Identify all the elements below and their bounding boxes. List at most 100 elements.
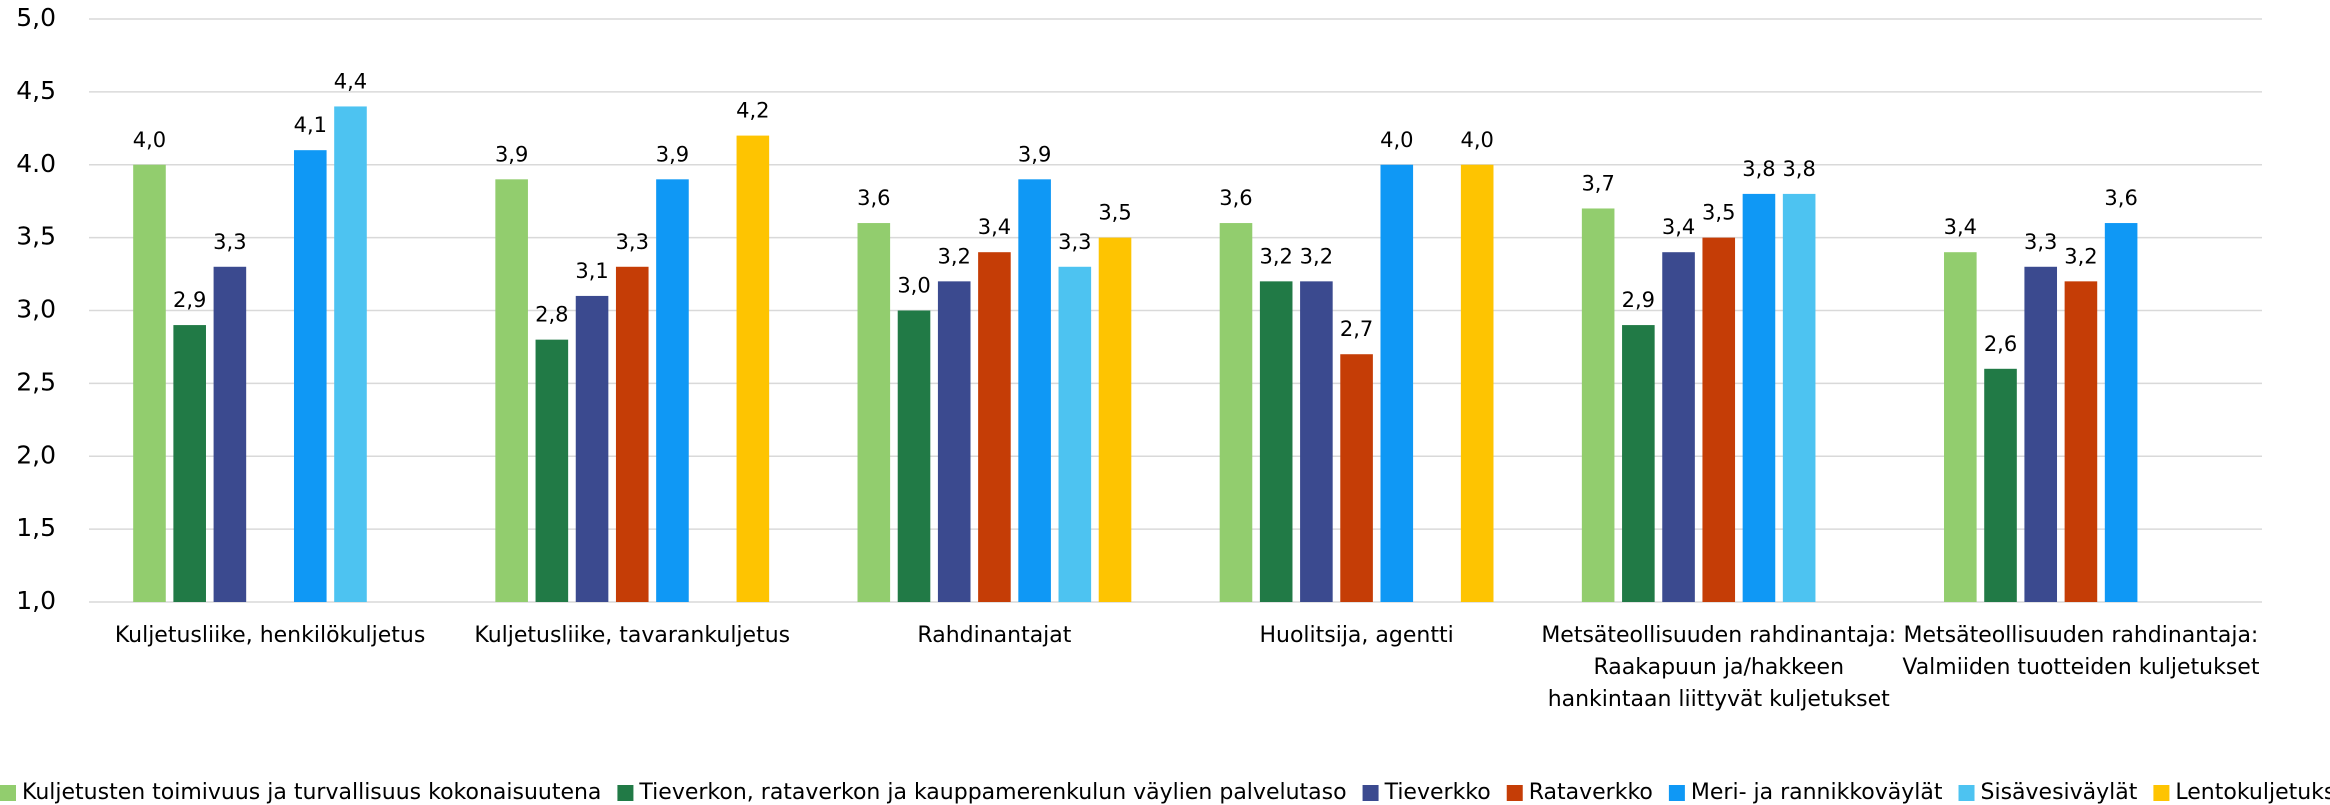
data-label: 3,9 <box>495 142 528 166</box>
bar <box>736 135 770 602</box>
bar <box>656 179 689 602</box>
bar <box>1622 325 1655 602</box>
bar <box>937 281 971 602</box>
x-tick-label: Kuljetusliike, henkilökuljetus <box>115 623 426 648</box>
data-label: 4,2 <box>736 99 769 123</box>
data-label: 3,3 <box>213 230 246 254</box>
x-tick-label-line: Huolitsija, agentti <box>1259 623 1453 648</box>
bar <box>978 252 1011 602</box>
data-label: 3,5 <box>1702 201 1735 225</box>
data-label: 3,9 <box>1018 142 1051 166</box>
x-tick-label: Kuljetusliike, tavarankuljetus <box>474 623 790 648</box>
legend-swatch <box>2153 785 2170 801</box>
data-label: 2,8 <box>535 303 568 327</box>
y-tick-label: 2,5 <box>16 367 56 396</box>
legend-label: Tieverkko <box>1384 780 1491 805</box>
data-label: 3,2 <box>1300 244 1333 268</box>
y-tick-label: 1,5 <box>16 513 56 542</box>
bar <box>495 179 528 602</box>
bar <box>213 266 247 602</box>
bar <box>173 325 206 602</box>
y-tick-label: 1,0 <box>16 586 56 615</box>
y-tick-label: 2,0 <box>16 440 56 469</box>
data-label: 3,4 <box>1662 215 1695 239</box>
data-label: 3,4 <box>1944 215 1977 239</box>
data-label: 3,2 <box>1259 244 1292 268</box>
y-tick-label: 3,5 <box>16 222 56 251</box>
legend-label: Tieverkon, rataverkon ja kauppamerenkulu… <box>638 780 1346 805</box>
x-tick-label-line: Metsäteollisuuden rahdinantaja: <box>1903 623 2258 648</box>
legend-label: Sisävesiväylät <box>1981 780 2138 805</box>
bar <box>575 295 609 602</box>
bar <box>615 266 649 602</box>
data-label: 2,6 <box>1984 332 2017 356</box>
bar <box>1340 354 1373 602</box>
legend-swatch <box>1958 785 1975 801</box>
bar <box>1662 252 1695 602</box>
legend-swatch <box>617 785 634 801</box>
data-label: 3,2 <box>2064 244 2097 268</box>
x-tick-label-line: Valmiiden tuotteiden kuljetukset <box>1902 655 2259 680</box>
x-tick-label-line: Kuljetusliike, tavarankuljetus <box>474 623 790 648</box>
data-label: 3,0 <box>897 274 930 298</box>
x-tick-label: Metsäteollisuuden rahdinantaja: Raakapuun… <box>1541 623 1896 712</box>
data-label: 4,1 <box>294 113 327 137</box>
data-label: 3,3 <box>2024 230 2057 254</box>
bar <box>1219 223 1253 603</box>
y-tick-label: 3,0 <box>16 295 56 324</box>
bar <box>1742 193 1776 602</box>
y-tick-label: 4,5 <box>16 76 56 105</box>
data-label: 3,3 <box>616 230 649 254</box>
data-label: 3,7 <box>1581 171 1614 195</box>
legend-label: Lentokuljetukset <box>2175 780 2330 805</box>
bar <box>1702 237 1736 602</box>
data-label: 3,1 <box>575 259 608 283</box>
bar <box>1782 193 1816 602</box>
legend-label: Meri- ja rannikkoväylät <box>1691 780 1943 805</box>
x-tick-label: Huolitsija, agentti <box>1259 623 1453 648</box>
bar <box>133 164 166 602</box>
data-label: 4,4 <box>334 69 367 93</box>
x-tick-label: Metsäteollisuuden rahdinantaja: Valmiiden… <box>1902 623 2259 680</box>
data-label: 4,0 <box>1380 128 1413 152</box>
data-label: 2,7 <box>1340 317 1373 341</box>
bar <box>1300 281 1333 602</box>
bar <box>334 106 367 602</box>
bar <box>1460 164 1494 602</box>
data-label: 3,8 <box>1782 157 1815 181</box>
bar <box>897 310 931 602</box>
data-label: 3,2 <box>938 244 971 268</box>
y-tick-label: 4.0 <box>16 149 56 178</box>
y-tick-label: 5,0 <box>16 3 56 32</box>
data-label: 3,6 <box>857 186 890 210</box>
data-label: 3,6 <box>1219 186 1252 210</box>
data-label: 4,0 <box>133 128 166 152</box>
bar <box>2064 281 2098 602</box>
data-label: 2,9 <box>1622 288 1655 312</box>
data-label: 3,8 <box>1742 157 1775 181</box>
bar <box>293 150 327 603</box>
bar <box>1944 252 1977 602</box>
legend-swatch <box>1362 785 1379 801</box>
legend-swatch <box>1668 785 1685 801</box>
x-tick-label-line: Kuljetusliike, henkilökuljetus <box>115 623 426 648</box>
x-tick-label-line: hankintaan liittyvät kuljetukset <box>1548 687 1890 712</box>
bar <box>1984 368 2017 602</box>
x-tick-label-line: Metsäteollisuuden rahdinantaja: <box>1541 623 1896 648</box>
data-label: 3,4 <box>978 215 1011 239</box>
x-tick-label-line: Raakapuun ja/hakkeen <box>1593 655 1844 680</box>
bar <box>1380 164 1414 602</box>
data-label: 3,9 <box>656 142 689 166</box>
bar <box>1018 179 1051 602</box>
legend-swatch <box>1506 785 1523 801</box>
data-label: 2,9 <box>173 288 206 312</box>
x-tick-label: Rahdinantajat <box>917 623 1071 648</box>
bar <box>1581 208 1615 602</box>
bar <box>2024 266 2058 602</box>
bar <box>1098 237 1132 602</box>
legend-label: Kuljetusten toimivuus ja turvallisuus ko… <box>22 780 601 805</box>
legend-swatch <box>0 785 16 801</box>
bar <box>857 223 891 603</box>
x-tick-label-line: Rahdinantajat <box>917 623 1071 648</box>
